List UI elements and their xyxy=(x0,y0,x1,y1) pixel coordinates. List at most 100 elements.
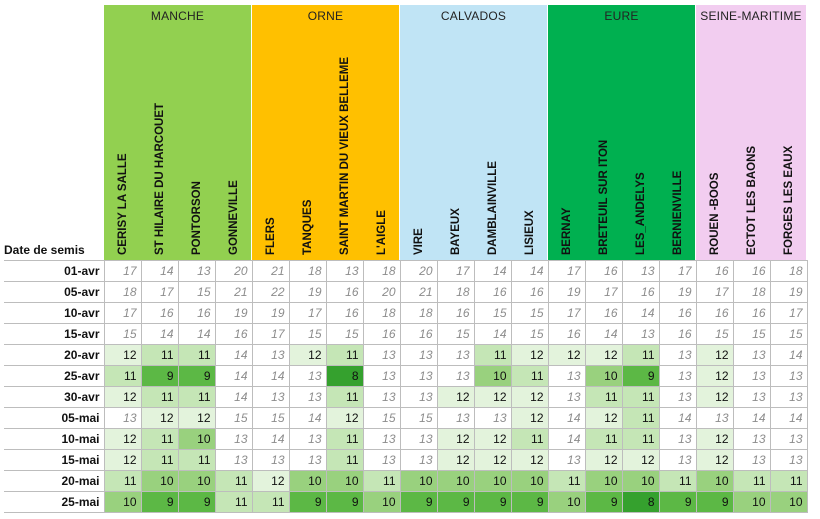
value-cell: 13 xyxy=(695,407,734,429)
station-name: ROUEN -BOOS xyxy=(708,172,721,255)
value-cell: 19 xyxy=(658,281,697,303)
value-cell: 10 xyxy=(584,470,623,492)
value-cell: 12 xyxy=(103,386,142,408)
value-cell: 13 xyxy=(103,407,142,429)
value-cell: 17 xyxy=(547,302,586,324)
value-cell: 10 xyxy=(177,428,216,450)
value-cell: 13 xyxy=(769,449,808,471)
region-seine-maritime: SEINE-MARITIME ROUEN -BOOS ECTOT LES BAONS… xyxy=(696,5,807,261)
value-cell: 11 xyxy=(584,386,623,408)
value-cell: 14 xyxy=(251,428,290,450)
value-cell: 14 xyxy=(214,365,253,387)
value-cell: 14 xyxy=(584,323,623,345)
value-cell: 13 xyxy=(251,449,290,471)
value-cell: 10 xyxy=(621,470,660,492)
value-cell: 13 xyxy=(547,449,586,471)
station-name: L'AIGLE xyxy=(375,210,388,255)
table-row: 01-avr 17 14 13 20 21 18 13 18 20 17 14 14 17 16 13 17 16… xyxy=(4,260,808,282)
value-cell: 16 xyxy=(473,281,512,303)
value-cell: 10 xyxy=(584,365,623,387)
value-cell: 12 xyxy=(695,386,734,408)
value-cell: 14 xyxy=(288,407,327,429)
value-cell: 15 xyxy=(362,407,401,429)
value-cell: 12 xyxy=(473,428,512,450)
value-cell: 14 xyxy=(658,407,697,429)
table-row: 15-avr 15 14 14 16 17 15 15 16 16 15 14 15 16 14 13 16 15… xyxy=(4,323,808,345)
table-row: 30-avr 12 11 11 14 13 13 11 13 13 12 12 12 13 11 11 13 12… xyxy=(4,386,808,408)
value-cell: 13 xyxy=(732,386,771,408)
value-cell: 9 xyxy=(584,491,623,513)
value-cell: 15 xyxy=(510,323,549,345)
station-name: FLERS xyxy=(264,217,277,255)
value-cell: 13 xyxy=(399,449,438,471)
value-cell: 11 xyxy=(621,428,660,450)
value-cell: 15 xyxy=(214,407,253,429)
value-cell: 13 xyxy=(288,365,327,387)
value-cell: 13 xyxy=(399,344,438,366)
value-cell: 11 xyxy=(140,428,179,450)
value-cell: 11 xyxy=(547,470,586,492)
station-name: CERISY LA SALLE xyxy=(116,153,129,255)
value-cell: 12 xyxy=(140,407,179,429)
value-cell: 16 xyxy=(362,323,401,345)
value-cell: 17 xyxy=(584,281,623,303)
value-cell: 12 xyxy=(103,344,142,366)
table-row: 15-mai 12 11 11 13 13 13 11 13 13 12 12 12 13 12 12 13 12… xyxy=(4,449,808,471)
value-cell: 11 xyxy=(510,428,549,450)
value-cell: 20 xyxy=(214,260,253,282)
value-cell: 13 xyxy=(399,428,438,450)
value-cell: 15 xyxy=(177,281,216,303)
value-cell: 9 xyxy=(177,491,216,513)
value-cell: 8 xyxy=(621,491,660,513)
value-cell: 9 xyxy=(621,365,660,387)
value-cell: 11 xyxy=(325,344,364,366)
value-cell: 15 xyxy=(436,323,475,345)
station-name: VIRE xyxy=(412,228,425,255)
value-cell: 9 xyxy=(695,491,734,513)
station-name: LES_ANDELYS xyxy=(634,172,647,255)
value-cell: 12 xyxy=(103,428,142,450)
value-cell: 13 xyxy=(732,449,771,471)
value-cell: 13 xyxy=(658,344,697,366)
value-cell: 10 xyxy=(769,491,808,513)
region-name: MANCHE xyxy=(150,9,205,23)
value-cell: 18 xyxy=(769,260,808,282)
value-cell: 15 xyxy=(732,323,771,345)
value-cell: 11 xyxy=(140,386,179,408)
value-cell: 16 xyxy=(214,323,253,345)
date-cell: 25-avr xyxy=(4,365,105,387)
value-cell: 14 xyxy=(510,260,549,282)
value-cell: 16 xyxy=(584,302,623,324)
value-cell: 13 xyxy=(251,344,290,366)
value-cell: 12 xyxy=(695,449,734,471)
date-cell: 30-avr xyxy=(4,386,105,408)
value-cell: 13 xyxy=(362,386,401,408)
value-cell: 14 xyxy=(473,323,512,345)
value-cell: 9 xyxy=(510,491,549,513)
value-cell: 10 xyxy=(732,491,771,513)
value-cell: 18 xyxy=(362,302,401,324)
value-cell: 12 xyxy=(621,449,660,471)
value-cell: 11 xyxy=(325,449,364,471)
station-name: BRETEUIL SUR ITON xyxy=(597,139,610,255)
value-cell: 13 xyxy=(362,344,401,366)
value-cell: 10 xyxy=(325,470,364,492)
value-cell: 12 xyxy=(695,365,734,387)
value-cell: 8 xyxy=(325,365,364,387)
value-cell: 13 xyxy=(732,344,771,366)
value-cell: 13 xyxy=(214,449,253,471)
station-name: LISIEUX xyxy=(523,210,536,255)
value-cell: 11 xyxy=(658,470,697,492)
value-cell: 12 xyxy=(584,449,623,471)
value-cell: 11 xyxy=(325,386,364,408)
value-cell: 13 xyxy=(732,365,771,387)
value-cell: 13 xyxy=(769,386,808,408)
table-row: 10-avr 17 16 16 19 19 17 16 18 18 16 15 15 17 16 14 16 16… xyxy=(4,302,808,324)
value-cell: 12 xyxy=(510,386,549,408)
value-cell: 13 xyxy=(288,386,327,408)
value-cell: 18 xyxy=(399,302,438,324)
value-cell: 10 xyxy=(695,470,734,492)
value-cell: 16 xyxy=(732,260,771,282)
value-cell: 14 xyxy=(621,302,660,324)
value-cell: 10 xyxy=(140,470,179,492)
